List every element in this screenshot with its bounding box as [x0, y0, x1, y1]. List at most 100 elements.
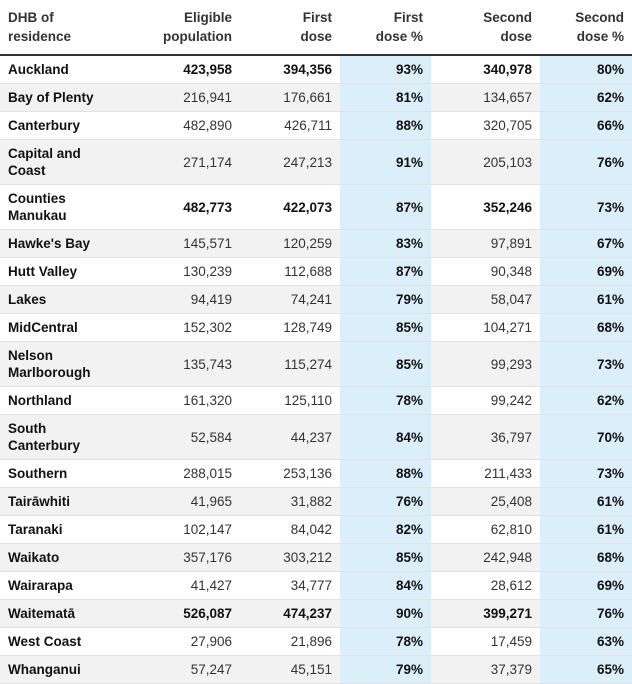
cell-second-dose: 352,246: [431, 184, 540, 230]
header-dhb: DHB of residence: [0, 0, 142, 56]
cell-dhb: Wairarapa: [0, 571, 142, 600]
cell-second-dose: 17,459: [431, 627, 540, 656]
table-row: Nelson Marlborough 135,743 115,274 85% 99,29…: [0, 341, 632, 387]
header-second-dose-pct: Second dose %: [540, 0, 632, 56]
table-row: Hutt Valley 130,239 112,688 87% 90,348 69%: [0, 257, 632, 286]
table-row: Waitematā 526,087 474,237 90% 399,271 76%: [0, 599, 632, 628]
cell-first-dose: 426,711: [240, 111, 340, 140]
cell-eligible-population: 161,320: [142, 386, 240, 415]
cell-first-dose-pct: 84%: [340, 414, 431, 460]
cell-second-dose: 134,657: [431, 83, 540, 112]
cell-second-dose: 97,891: [431, 229, 540, 258]
cell-second-dose: 340,978: [431, 55, 540, 84]
cell-dhb: MidCentral: [0, 313, 142, 342]
cell-second-dose-pct: 73%: [540, 459, 632, 488]
cell-second-dose: 62,810: [431, 515, 540, 544]
cell-first-dose: 21,896: [240, 627, 340, 656]
table-row: South Canterbury 52,584 44,237 84% 36,797 70%: [0, 414, 632, 460]
cell-eligible-population: 482,773: [142, 184, 240, 230]
cell-second-dose-pct: 68%: [540, 313, 632, 342]
cell-second-dose-pct: 80%: [540, 55, 632, 84]
cell-first-dose-pct: 87%: [340, 257, 431, 286]
header-second-label: Second dose: [483, 10, 532, 44]
cell-second-dose: 25,408: [431, 487, 540, 516]
cell-dhb: Nelson Marlborough: [0, 341, 142, 387]
cell-dhb: Hutt Valley: [0, 257, 142, 286]
cell-eligible-population: 94,419: [142, 285, 240, 314]
cell-first-dose: 34,777: [240, 571, 340, 600]
cell-eligible-population: 52,584: [142, 414, 240, 460]
table-row: Canterbury 482,890 426,711 88% 320,705 66%: [0, 111, 632, 140]
cell-eligible-population: 41,965: [142, 487, 240, 516]
cell-second-dose-pct: 73%: [540, 341, 632, 387]
cell-eligible-population: 357,176: [142, 543, 240, 572]
cell-dhb: Waitematā: [0, 599, 142, 628]
cell-first-dose-pct: 79%: [340, 285, 431, 314]
cell-second-dose-pct: 61%: [540, 487, 632, 516]
cell-second-dose: 320,705: [431, 111, 540, 140]
header-second-pct-label: Second dose %: [575, 10, 624, 44]
header-first-dose: First dose: [240, 0, 340, 56]
cell-second-dose-pct: 61%: [540, 515, 632, 544]
table-row: Lakes 94,419 74,241 79% 58,047 61%: [0, 285, 632, 314]
table-row: Counties Manukau 482,773 422,073 87% 352,246…: [0, 184, 632, 230]
cell-second-dose-pct: 76%: [540, 599, 632, 628]
cell-first-dose: 120,259: [240, 229, 340, 258]
table-row: Bay of Plenty 216,941 176,661 81% 134,657 62%: [0, 83, 632, 112]
cell-first-dose: 115,274: [240, 341, 340, 387]
header-eligible-label: Eligible population: [163, 10, 232, 44]
cell-second-dose: 104,271: [431, 313, 540, 342]
cell-second-dose-pct: 69%: [540, 571, 632, 600]
cell-first-dose-pct: 93%: [340, 55, 431, 84]
cell-first-dose: 31,882: [240, 487, 340, 516]
table-row: MidCentral 152,302 128,749 85% 104,271 68%: [0, 313, 632, 342]
cell-first-dose-pct: 91%: [340, 139, 431, 185]
cell-second-dose-pct: 65%: [540, 655, 632, 684]
cell-second-dose: 242,948: [431, 543, 540, 572]
cell-first-dose: 422,073: [240, 184, 340, 230]
cell-first-dose-pct: 90%: [340, 599, 431, 628]
header-second-dose: Second dose: [431, 0, 540, 56]
cell-second-dose: 99,242: [431, 386, 540, 415]
cell-first-dose-pct: 84%: [340, 571, 431, 600]
cell-first-dose: 44,237: [240, 414, 340, 460]
header-row: DHB of residence Eligible population Fir…: [0, 0, 632, 56]
cell-second-dose-pct: 69%: [540, 257, 632, 286]
cell-dhb: Northland: [0, 386, 142, 415]
table-body: Auckland 423,958 394,356 93% 340,978 80% Bay o…: [0, 55, 632, 684]
cell-dhb: Bay of Plenty: [0, 83, 142, 112]
cell-first-dose-pct: 81%: [340, 83, 431, 112]
cell-dhb: Tairāwhiti: [0, 487, 142, 516]
cell-first-dose: 74,241: [240, 285, 340, 314]
cell-dhb: Auckland: [0, 55, 142, 84]
cell-eligible-population: 216,941: [142, 83, 240, 112]
cell-eligible-population: 145,571: [142, 229, 240, 258]
cell-first-dose-pct: 83%: [340, 229, 431, 258]
cell-second-dose-pct: 61%: [540, 285, 632, 314]
table-header: DHB of residence Eligible population Fir…: [0, 0, 632, 56]
cell-second-dose-pct: 67%: [540, 229, 632, 258]
cell-eligible-population: 130,239: [142, 257, 240, 286]
header-first-label: First dose: [300, 10, 332, 44]
cell-dhb: Capital and Coast: [0, 139, 142, 185]
cell-dhb: Hawke's Bay: [0, 229, 142, 258]
cell-first-dose: 84,042: [240, 515, 340, 544]
cell-eligible-population: 526,087: [142, 599, 240, 628]
cell-first-dose: 253,136: [240, 459, 340, 488]
cell-eligible-population: 27,906: [142, 627, 240, 656]
cell-first-dose-pct: 82%: [340, 515, 431, 544]
cell-second-dose: 99,293: [431, 341, 540, 387]
cell-first-dose-pct: 76%: [340, 487, 431, 516]
cell-eligible-population: 135,743: [142, 341, 240, 387]
table-row: Tairāwhiti 41,965 31,882 76% 25,408 61%: [0, 487, 632, 516]
cell-second-dose-pct: 73%: [540, 184, 632, 230]
cell-first-dose-pct: 78%: [340, 627, 431, 656]
table-row: Auckland 423,958 394,356 93% 340,978 80%: [0, 55, 632, 84]
cell-dhb: West Coast: [0, 627, 142, 656]
table-row: West Coast 27,906 21,896 78% 17,459 63%: [0, 627, 632, 656]
cell-first-dose: 247,213: [240, 139, 340, 185]
cell-first-dose-pct: 85%: [340, 543, 431, 572]
cell-dhb: Southern: [0, 459, 142, 488]
cell-dhb: Counties Manukau: [0, 184, 142, 230]
